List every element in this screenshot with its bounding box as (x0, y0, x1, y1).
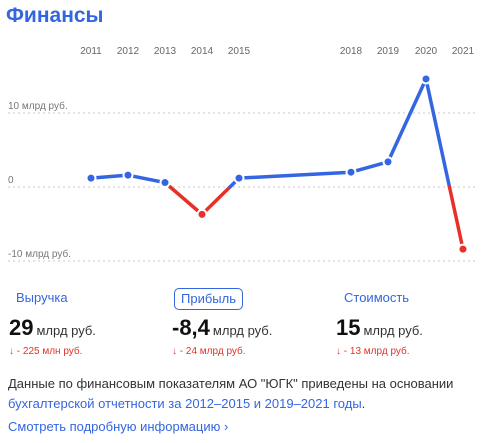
value-number: 15 (336, 315, 361, 340)
note-text: Данные по финансовым показателям АО "ЮГК… (8, 376, 454, 391)
value-change: ↓ - 13 млрд руб. (336, 346, 410, 357)
data-point (420, 73, 432, 85)
more-info-link[interactable]: Смотреть подробную информацию › (8, 419, 228, 434)
data-point (233, 172, 245, 184)
series-line-segment (386, 77, 428, 164)
series-line-segment (168, 185, 204, 217)
x-tick-label: 2011 (80, 46, 102, 57)
note-text-end: . (361, 396, 366, 411)
more-info-label: Смотреть подробную информацию (8, 419, 221, 434)
chevron-right-icon: › (223, 419, 229, 434)
chart-series-lines (89, 77, 465, 251)
tab-profit[interactable]: Прибыль (174, 288, 243, 310)
series-line-segment (447, 185, 465, 251)
y-tick-label: -10 млрд руб. (8, 248, 71, 260)
data-point (345, 166, 357, 178)
y-tick-label: 10 млрд руб. (8, 100, 68, 112)
profit-number: -8,4 (172, 315, 210, 340)
data-point (85, 172, 97, 184)
series-line-segment (89, 173, 130, 180)
series-line-segment (349, 160, 390, 174)
tab-value[interactable]: Стоимость (344, 290, 410, 305)
y-axis-ticks: 10 млрд руб. 0 -10 млрд руб. (8, 100, 71, 260)
revenue-value: 29 млрд руб. (9, 315, 96, 341)
x-tick-label: 2019 (377, 46, 400, 57)
series-line-segment (237, 170, 353, 180)
data-point (159, 177, 171, 189)
profit-unit: млрд руб. (212, 323, 273, 338)
revenue-number: 29 (9, 315, 34, 340)
chart-grid (8, 112, 478, 262)
x-axis-ticks: 2011 2012 2013 2014 2015 2018 2019 2020 2021 (80, 46, 474, 57)
series-line-segment (424, 77, 452, 189)
x-tick-label: 2021 (452, 46, 475, 57)
value-unit: млрд руб. (363, 323, 423, 338)
section-title: Финансы (6, 4, 104, 27)
x-tick-label: 2013 (154, 46, 177, 57)
x-tick-label: 2012 (117, 46, 140, 57)
profit-line-chart: 2011 2012 2013 2014 2015 2018 2019 2020 2021 10 … (8, 46, 478, 262)
y-tick-label: 0 (8, 175, 14, 186)
tab-revenue[interactable]: Выручка (16, 290, 68, 305)
revenue-unit: млрд руб. (36, 323, 96, 338)
profit-value: -8,4 млрд руб. (172, 315, 272, 341)
series-line-segment (200, 185, 232, 217)
profit-change: ↓ - 24 млрд руб. (172, 346, 246, 357)
x-tick-label: 2015 (228, 46, 251, 57)
data-source-note: Данные по финансовым показателям АО "ЮГК… (8, 374, 478, 414)
data-point (122, 169, 134, 181)
series-line-segment (126, 173, 167, 185)
x-tick-label: 2018 (340, 46, 363, 57)
data-point (457, 243, 469, 255)
value-value: 15 млрд руб. (336, 315, 423, 341)
chart-points (85, 73, 469, 255)
x-tick-label: 2014 (191, 46, 214, 57)
x-tick-label: 2020 (415, 46, 438, 57)
accounting-report-link[interactable]: бухгалтерской отчетности за 2012–2015 и … (8, 396, 362, 411)
data-point (382, 156, 394, 168)
revenue-change: ↓ - 225 млн руб. (9, 346, 83, 357)
data-point (196, 208, 208, 220)
